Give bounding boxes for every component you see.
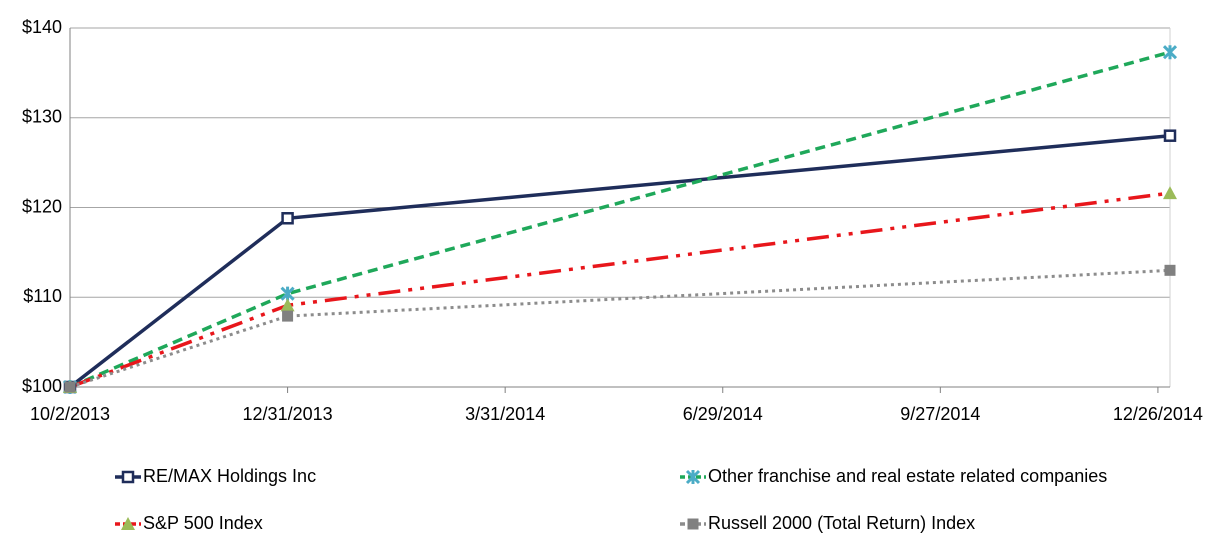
y-tick-label: $110 [23,286,62,306]
marker [281,212,294,225]
legend-label: Russell 2000 (Total Return) Index [708,513,975,533]
marker [280,298,295,312]
series-line [69,50,1171,389]
series-line [69,268,1171,389]
marker [282,310,294,322]
marker [280,286,295,301]
x-tick-label: 10/2/2013 [30,404,110,424]
legend-label: S&P 500 Index [143,513,263,533]
marker [64,381,76,393]
legend-label: Other franchise and real estate related … [708,466,1107,486]
marker [1163,186,1177,200]
y-tick-label: $140 [22,17,62,37]
y-tick-label: $130 [22,107,62,127]
y-tick-label: $100 [22,376,62,396]
marker [121,517,135,530]
x-tick-label: 3/31/2014 [465,404,545,424]
y-tick-label: $120 [22,196,62,216]
marker [1163,129,1177,142]
series-line [69,191,1171,389]
x-tick-label: 6/29/2014 [683,404,763,424]
legend-label: RE/MAX Holdings Inc [143,466,316,486]
marker [121,470,135,484]
marker [1164,264,1176,276]
marker [1162,45,1178,60]
marker [687,518,699,530]
x-tick-label: 12/31/2013 [243,404,333,424]
series-line [68,133,1171,389]
x-tick-label: 9/27/2014 [900,404,980,424]
marker [685,469,701,485]
x-tick-label: 12/26/2014 [1113,404,1203,424]
